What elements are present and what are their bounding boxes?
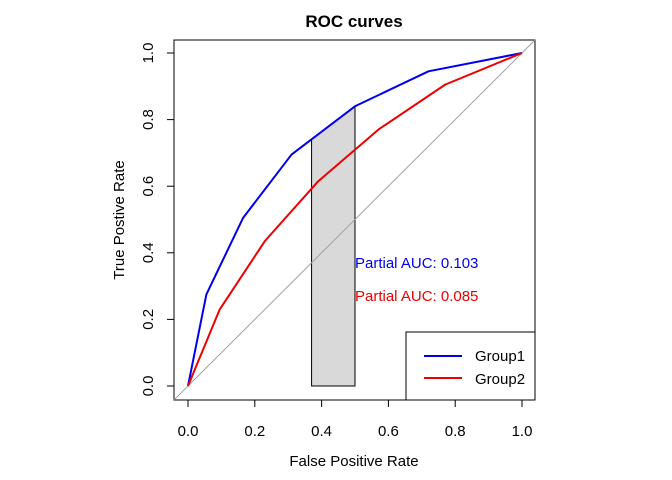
y-axis-label: True Postive Rate (111, 160, 128, 280)
series-line-group1 (187, 52, 523, 387)
partial-auc-annotation-group2: Partial AUC: 0.085 (355, 288, 478, 305)
legend-box (405, 331, 536, 401)
x-tick-label: 0.0 (178, 423, 199, 440)
series-layer (187, 52, 523, 387)
chart-title: ROC curves (305, 12, 402, 31)
y-tick-label: 0.2 (140, 309, 157, 330)
legend: Group1 Group2 (405, 331, 536, 401)
legend-label-group1: Group1 (475, 348, 525, 365)
y-tick-label: 0.6 (140, 176, 157, 197)
diagonal-reference-line (173, 39, 536, 401)
partial-auc-region (311, 105, 356, 387)
x-tick-label: 0.8 (445, 423, 466, 440)
x-axis: 0.0 0.2 0.4 0.6 0.8 1.0 (178, 399, 533, 440)
y-tick-label: 0.8 (140, 109, 157, 130)
partial-auc-annotation-group1: Partial AUC: 0.103 (355, 255, 478, 272)
y-tick-label: 1.0 (140, 43, 157, 64)
y-tick-label: 0.0 (140, 376, 157, 397)
legend-label-group2: Group2 (475, 371, 525, 388)
x-tick-label: 1.0 (512, 423, 533, 440)
y-tick-label: 0.4 (140, 242, 157, 263)
x-tick-label: 0.2 (244, 423, 265, 440)
series-line-group2 (187, 52, 523, 387)
x-tick-label: 0.6 (378, 423, 399, 440)
x-tick-label: 0.4 (311, 423, 332, 440)
x-axis-label: False Positive Rate (289, 453, 418, 470)
y-axis: 0.0 0.2 0.4 0.6 0.8 1.0 (140, 43, 175, 397)
